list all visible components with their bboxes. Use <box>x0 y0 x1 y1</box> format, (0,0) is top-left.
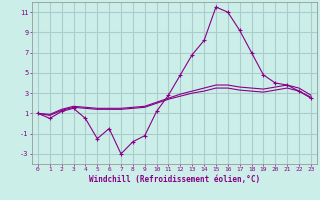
X-axis label: Windchill (Refroidissement éolien,°C): Windchill (Refroidissement éolien,°C) <box>89 175 260 184</box>
